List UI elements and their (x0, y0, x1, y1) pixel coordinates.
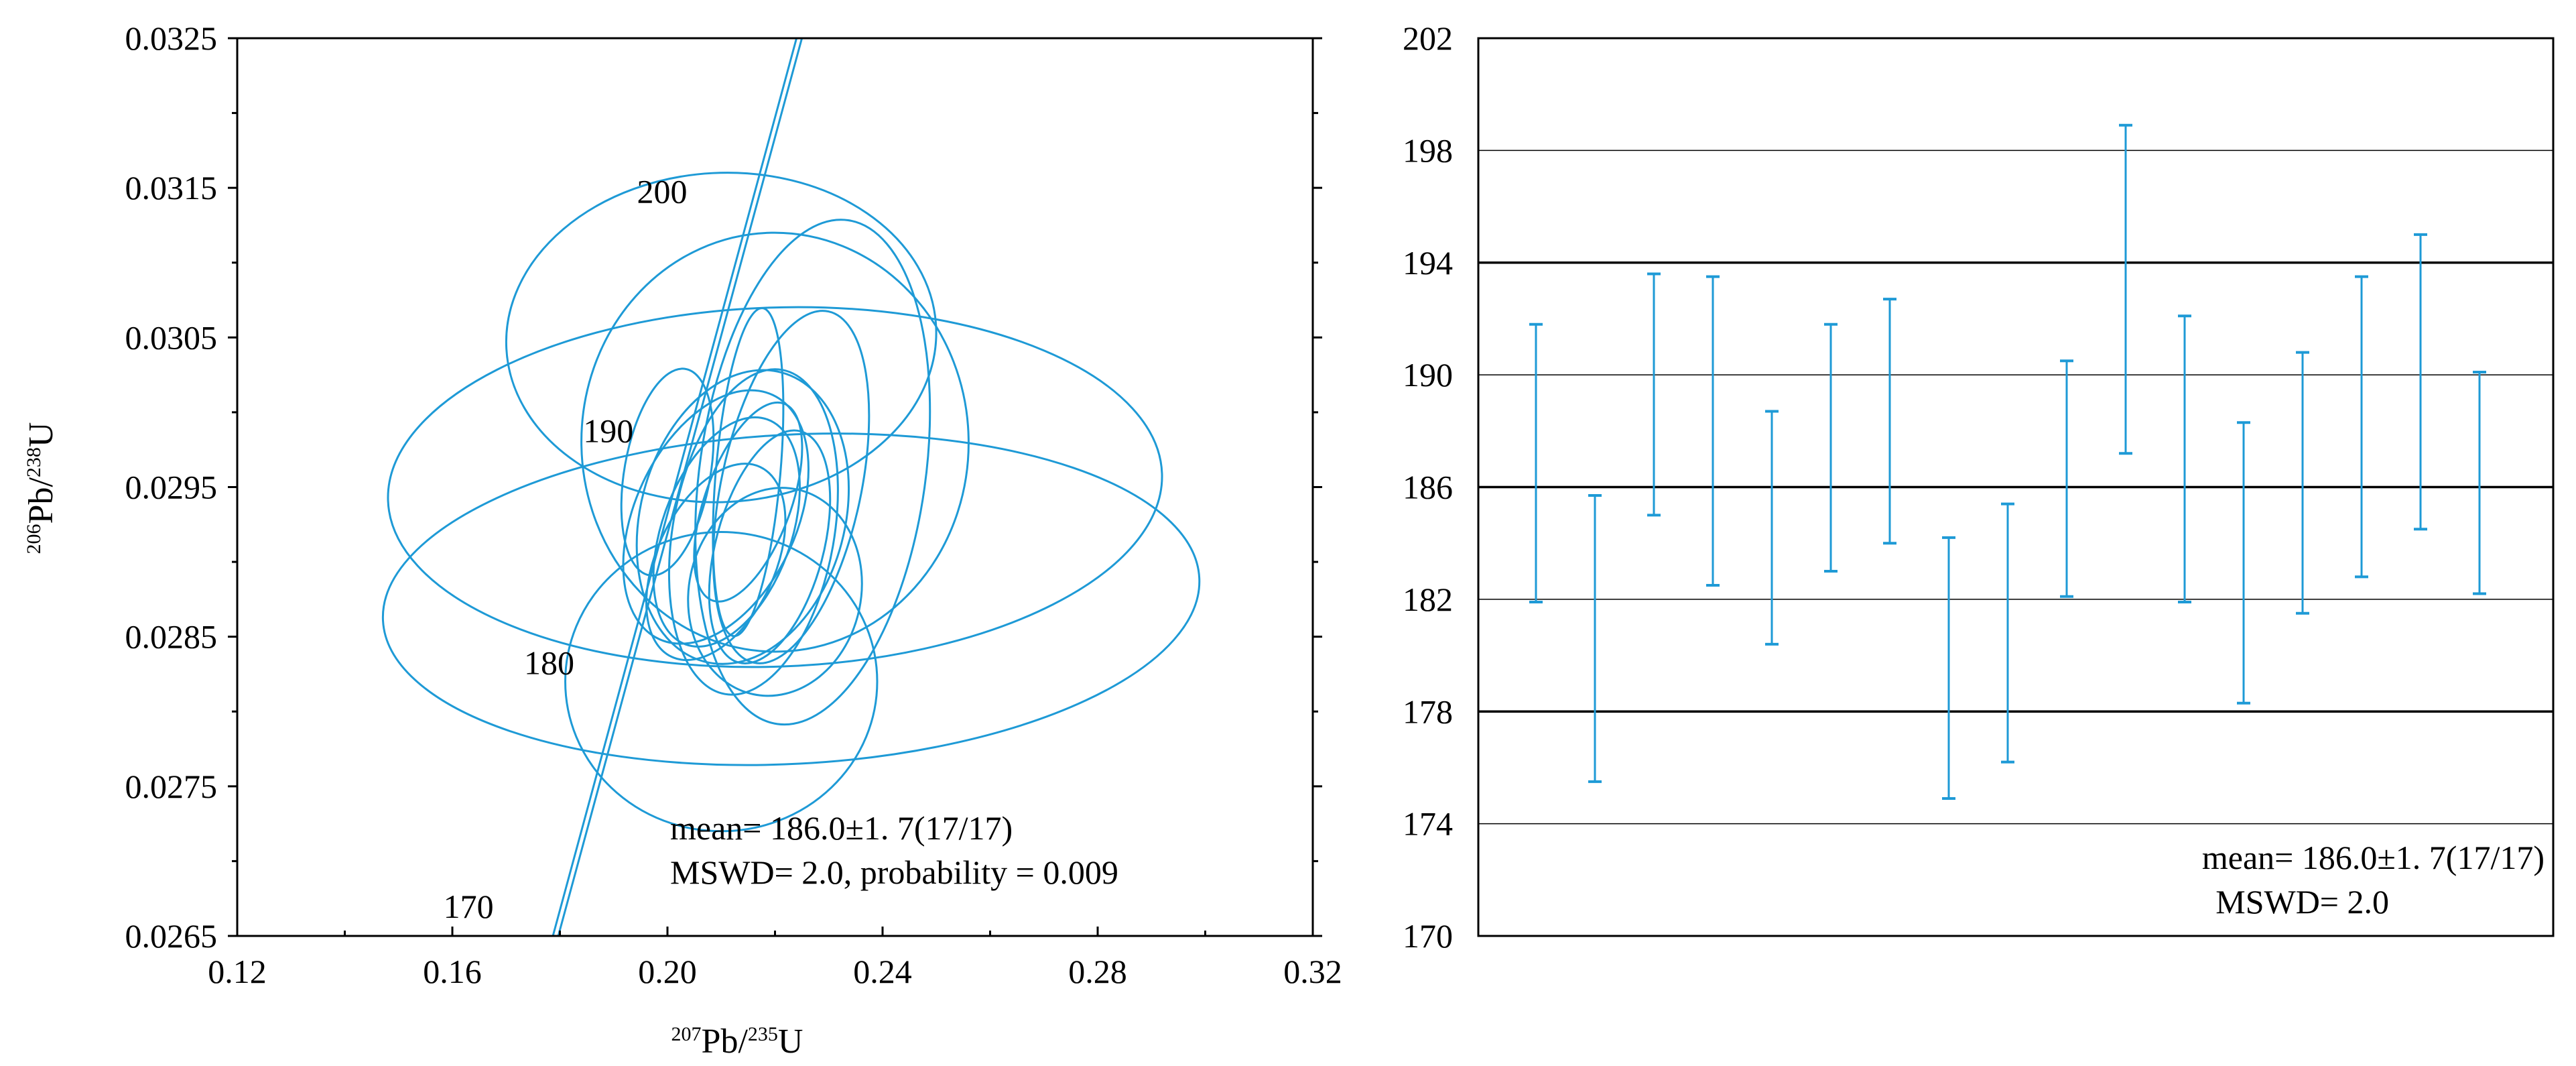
y-axis-title-iso-num: 206 (23, 524, 45, 554)
concordia-age-label: 170 (444, 888, 494, 925)
concordia-age-label: 200 (637, 172, 687, 210)
concordia-age-labels: 170 180 190 200 (444, 172, 688, 925)
y-tick-label: 0.0285 (125, 618, 218, 656)
y-tick-label: 174 (1403, 805, 1453, 843)
y-axis-title-main2: U (22, 422, 60, 448)
error-ellipse (694, 219, 931, 726)
concordia-age-label: 190 (583, 412, 633, 450)
weighted-mean-annotation-mswd: MSWD= 2.0 (2215, 883, 2389, 921)
y-tick-label: 170 (1403, 917, 1453, 955)
x-tick-label: 0.12 (208, 953, 267, 990)
error-ellipse (635, 369, 850, 665)
concordia-plot-frame (236, 37, 1314, 937)
error-ellipse (381, 432, 1201, 766)
concordia-annotation-mean: mean= 186.0±1. 7(17/17) (670, 809, 1013, 847)
y-tick-label: 190 (1403, 356, 1453, 394)
y-tick-label: 0.0265 (125, 917, 218, 955)
error-ellipse (687, 487, 863, 697)
concordia-panel: 0.12 0.16 0.20 0.24 0.28 0.32 0.02650.02750.0… (22, 19, 1342, 1061)
error-ellipses (381, 172, 1201, 833)
y-tick-label: 0.0325 (125, 19, 218, 57)
concordia-line (552, 38, 798, 936)
x-axis-ticks: 0.12 0.16 0.20 0.24 0.28 0.32 (208, 927, 1342, 990)
concordia-annotation-mswd: MSWD= 2.0, probability = 0.009 (670, 853, 1118, 891)
x-tick-label: 0.32 (1283, 953, 1342, 990)
weighted-mean-annotation-mean: mean= 186.0±1. 7(17/17) (2202, 839, 2545, 876)
x-tick-label: 0.28 (1068, 953, 1127, 990)
x-axis-title-main2: U (778, 1022, 803, 1061)
x-tick-label: 0.20 (638, 953, 697, 990)
y-axis-ticks: 0.0265 0.0275 0.0285 0.0295 0.0305 0.0315 0.03… (125, 19, 1322, 955)
y-tick-label: 194 (1403, 244, 1453, 282)
y-axis-ticks: 170 174 178 182 186 190 194 198 202 (1403, 19, 1453, 955)
concordia-age-label: 180 (524, 644, 574, 681)
y-axis-title-iso-den: 238 (23, 447, 45, 477)
y-tick-label: 0.0305 (125, 318, 218, 356)
concordia-line (557, 38, 803, 936)
x-tick-label: 0.24 (853, 953, 912, 990)
x-axis-title: 207Pb/235U (671, 1022, 803, 1061)
x-axis-title-iso-den: 235 (748, 1023, 778, 1045)
gridlines (1478, 150, 2553, 825)
y-axis-title-main: Pb/ (22, 477, 60, 524)
weighted-mean-plot-frame (1477, 37, 2555, 937)
y-tick-label: 182 (1403, 581, 1453, 618)
y-tick-label: 0.0315 (125, 169, 218, 206)
error-ellipse (620, 367, 715, 577)
x-axis-title-iso-num: 207 (671, 1023, 702, 1045)
y-axis-title: 206Pb/238U (22, 422, 60, 554)
error-ellipse (708, 429, 832, 664)
y-tick-label: 202 (1403, 19, 1453, 57)
y-tick-label: 198 (1403, 131, 1453, 169)
x-axis-title-main: Pb/ (702, 1022, 749, 1061)
error-ellipse (580, 231, 970, 653)
x-tick-label: 0.16 (423, 953, 482, 990)
error-ellipse (712, 307, 785, 638)
error-ellipse (564, 530, 879, 833)
y-tick-label: 186 (1403, 469, 1453, 506)
error-ellipse (387, 306, 1163, 668)
error-bars (1529, 123, 2486, 800)
y-tick-label: 0.0295 (125, 469, 218, 506)
y-tick-label: 178 (1403, 693, 1453, 730)
weighted-mean-panel: 170 174 178 182 186 190 194 198 202 mean= 186.0±… (1403, 19, 2555, 955)
error-ellipse (622, 389, 810, 645)
concordia-curve (552, 38, 803, 936)
error-ellipse (712, 310, 871, 664)
y-tick-label: 0.0275 (125, 768, 218, 805)
